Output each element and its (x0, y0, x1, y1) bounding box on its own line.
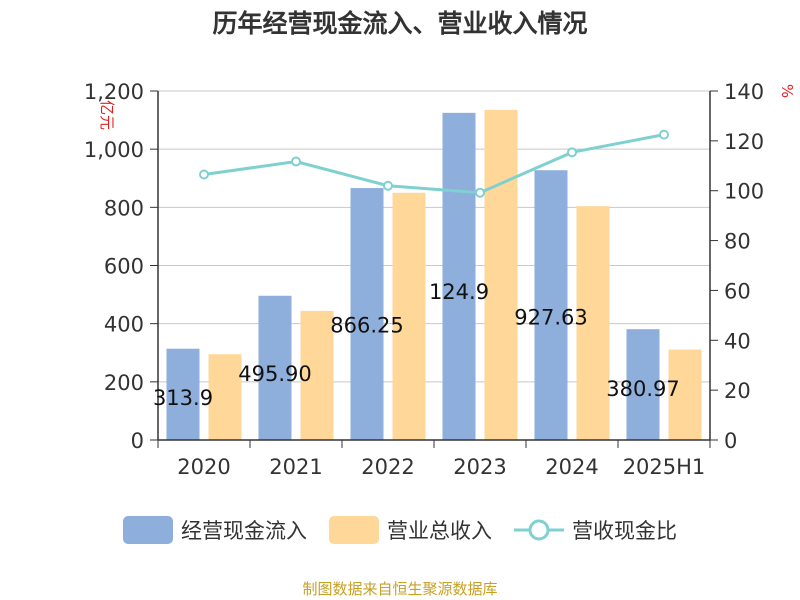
legend-swatch-cash-inflow (123, 516, 173, 544)
bar-revenue (576, 206, 610, 440)
x-tick-label: 2023 (453, 455, 506, 479)
bar-cash-inflow (626, 329, 660, 440)
line-point-cash-ratio (199, 169, 209, 180)
bar-revenue (392, 192, 426, 440)
y-left-tick-label: 1,200 (84, 80, 144, 104)
line-point-cash-ratio (659, 129, 669, 140)
bar-cash-inflow (166, 348, 200, 440)
y-left-tick-label: 1,000 (84, 138, 144, 162)
legend-item-cash-inflow[interactable]: 经营现金流入 (123, 515, 307, 545)
legend-label-cash-inflow: 经营现金流入 (181, 519, 307, 543)
bar-revenue (668, 349, 702, 440)
data-label-cash-inflow: 495.90 (238, 362, 311, 386)
bar-cash-inflow (442, 112, 476, 440)
bar-revenue (208, 354, 242, 440)
data-label-cash-inflow: 313.9 (153, 386, 213, 410)
y-left-tick-label: 800 (104, 196, 144, 220)
y-left-unit-label: 亿元 (98, 100, 116, 130)
y-left-tick-label: 400 (104, 313, 144, 337)
line-point-cash-ratio (475, 187, 485, 198)
line-cash-ratio (203, 133, 665, 195)
y-left-tick-label: 0 (131, 429, 144, 453)
data-label-cash-inflow: 866.25 (330, 314, 403, 338)
y-right-tick-label: 100 (724, 180, 764, 204)
x-tick-label: 2020 (177, 455, 230, 479)
line-point-cash-ratio (291, 156, 301, 167)
line-point-cash-ratio (383, 180, 393, 191)
x-tick-label: 2024 (545, 455, 598, 479)
bar-cash-inflow (350, 188, 384, 440)
x-tick-label: 2025H1 (623, 455, 706, 479)
legend-item-cash-ratio[interactable]: 营收现金比 (514, 515, 677, 545)
y-right-tick-label: 60 (724, 279, 751, 303)
bar-revenue (300, 310, 334, 440)
data-label-cash-inflow: 124.9 (429, 280, 489, 304)
bar-cash-inflow (534, 170, 568, 440)
legend-label-revenue: 营业总收入 (387, 519, 492, 543)
bar-revenue (484, 109, 518, 440)
data-label-cash-inflow: 927.63 (514, 306, 587, 330)
legend-item-revenue[interactable]: 营业总收入 (329, 515, 492, 545)
y-right-unit-label: % (778, 84, 796, 98)
y-right-tick-label: 40 (724, 329, 751, 353)
y-right-tick-label: 20 (724, 379, 751, 403)
bar-cash-inflow (258, 295, 292, 440)
y-left-tick-label: 600 (104, 255, 144, 279)
legend-line-marker (514, 519, 564, 541)
data-label-cash-inflow: 380.97 (606, 377, 679, 401)
y-right-tick-label: 80 (724, 230, 751, 254)
y-right-tick-label: 140 (724, 80, 764, 104)
y-right-tick-label: 120 (724, 130, 764, 154)
legend-label-cash-ratio: 营收现金比 (572, 519, 677, 543)
x-tick-label: 2022 (361, 455, 414, 479)
y-left-tick-label: 200 (104, 371, 144, 395)
legend: 经营现金流入 营业总收入 营收现金比 (0, 515, 800, 545)
y-right-tick-label: 0 (724, 429, 737, 453)
legend-swatch-revenue (329, 516, 379, 544)
line-point-cash-ratio (567, 147, 577, 158)
x-tick-label: 2021 (269, 455, 322, 479)
chart-title: 历年经营现金流入、营业收入情况 (212, 9, 588, 38)
source-note: 制图数据来自恒生聚源数据库 (302, 580, 498, 598)
